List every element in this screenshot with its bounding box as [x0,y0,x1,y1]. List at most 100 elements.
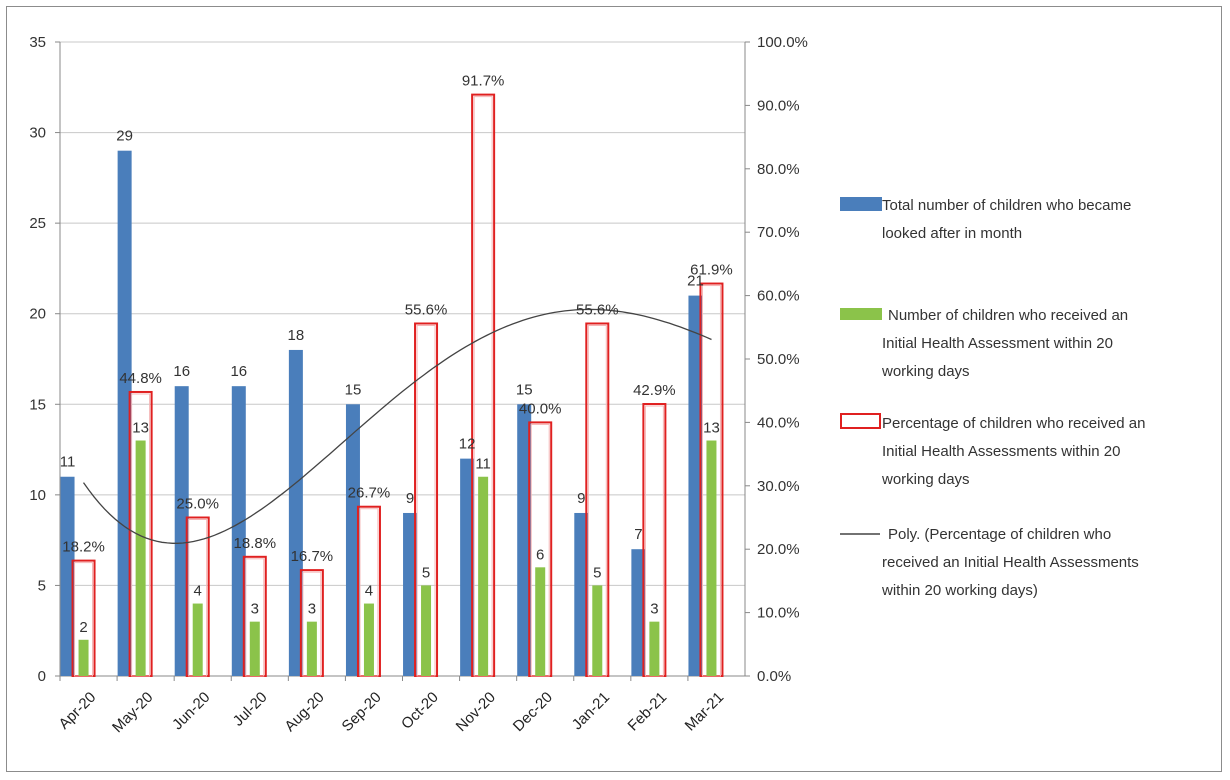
legend-poly-line2: received an Initial Health Assessments [882,554,1139,571]
bar-total-5 [345,404,360,676]
left-tick-label-3: 15 [29,396,46,413]
label-pct-8: 40.0% [519,400,562,417]
legend-label-total: Total number of children who became looke… [882,197,1131,242]
legend: Total number of children who became looke… [840,197,1146,599]
right-tick-label-3: 30.0% [757,478,800,495]
right-tick-label-5: 50.0% [757,351,800,368]
label-total-7: 12 [459,436,476,453]
left-tick-label-5: 25 [29,215,46,232]
x-tick-label-2: Jun-20 [169,689,213,733]
label-total-0: 11 [60,454,76,471]
bar-iha-10 [649,621,660,676]
label-iha-8: 6 [536,546,544,563]
label-total-4: 18 [288,327,305,344]
x-tick-label-9: Jan-21 [569,689,613,733]
x-tick-label-7: Nov-20 [453,689,499,735]
legend-iha-line2: Initial Health Assessment within 20 [882,335,1113,352]
label-pct-0: 18.2% [62,539,105,556]
x-tick-label-8: Dec-20 [510,689,556,735]
bar-total-0 [60,476,75,676]
bar-total-8 [517,404,532,676]
label-total-5: 15 [345,381,362,398]
legend-total-line2: looked after in month [882,225,1022,242]
label-total-2: 16 [173,363,190,380]
legend-label-trendline: Poly. (Percentage of children who receive… [881,526,1139,599]
label-total-11: 21 [687,273,704,290]
right-tick-label-9: 90.0% [757,97,800,114]
bar-total-3 [231,386,246,676]
right-tick-label-4: 40.0% [757,414,800,431]
bar-iha-5 [363,603,374,676]
label-iha-5: 4 [365,583,373,600]
legend-iha-line3: working days [881,363,970,380]
trendline-layer [82,308,712,544]
bar-total-9 [574,512,589,676]
label-total-9: 9 [577,490,585,507]
left-tick-label-6: 30 [29,125,46,142]
label-iha-10: 3 [650,601,658,618]
label-iha-11: 13 [703,420,720,437]
bar-iha-6 [421,585,432,676]
label-iha-6: 5 [422,564,430,581]
bar-iha-0 [78,639,89,676]
bar-total-6 [403,512,418,676]
label-pct-6: 55.6% [405,301,448,318]
x-tick-label-6: Oct-20 [398,689,442,733]
legend-swatch-total [840,197,882,211]
bar-iha-4 [306,621,317,676]
bar-total-2 [174,386,189,676]
label-total-10: 7 [634,526,642,543]
label-pct-4: 16.7% [291,548,334,565]
legend-swatch-iha [840,308,882,320]
label-iha-2: 4 [194,583,202,600]
legend-pct-line3: working days [881,471,970,488]
label-pct-10: 42.9% [633,382,676,399]
right-tick-label-1: 10.0% [757,605,800,622]
left-tick-label-0: 0 [38,668,46,685]
trendline [82,308,712,544]
right-tick-label-7: 70.0% [757,224,800,241]
bar-total-7 [460,458,475,676]
right-tick-label-10: 100.0% [757,34,808,51]
left-tick-label-2: 10 [29,487,46,504]
label-iha-3: 3 [251,601,259,618]
legend-swatch-pct [840,413,881,429]
label-total-3: 16 [230,363,247,380]
legend-label-iha: Number of children who received an Initia… [881,307,1128,380]
gridlines [60,41,745,586]
x-tick-label-5: Sep-20 [339,689,385,735]
x-tick-label-3: Jul-20 [230,689,271,730]
bar-total-1 [117,150,132,676]
bar-total-10 [631,549,646,676]
bars [60,93,724,678]
label-pct-11: 61.9% [690,262,733,279]
bar-iha-2 [192,603,203,676]
label-iha-0: 2 [79,619,87,636]
right-tick-label-2: 20.0% [757,541,800,558]
label-total-8: 15 [516,381,533,398]
x-tick-label-0: Apr-20 [56,689,100,733]
data-labels: 11 18.2% 2 29 44.8% 13 16 25.0% 4 16 18.8% 3 18 16.7%… [60,73,733,636]
legend-pct-line2: Initial Health Assessments within 20 [882,443,1120,460]
legend-pct-line1: Percentage of children who received an [882,415,1146,432]
label-iha-9: 5 [593,564,601,581]
label-pct-7: 91.7% [462,73,505,90]
bar-iha-1 [135,440,146,676]
bar-iha-11 [706,440,717,676]
bar-iha-9 [592,585,603,676]
label-pct-1: 44.8% [119,370,162,387]
left-tick-label-4: 20 [29,306,46,323]
right-tick-label-6: 60.0% [757,288,800,305]
label-pct-5: 26.7% [348,485,391,502]
left-tick-label-7: 35 [29,34,46,51]
legend-iha-line1: Number of children who received an [888,307,1128,324]
bar-iha-7 [478,476,489,676]
right-tick-label-0: 0.0% [757,668,791,685]
label-total-1: 29 [116,128,133,145]
label-pct-3: 18.8% [234,535,277,552]
bar-total-11 [688,295,703,676]
right-tick-label-8: 80.0% [757,161,800,178]
bar-iha-3 [249,621,260,676]
label-pct-9: 55.6% [576,301,619,318]
